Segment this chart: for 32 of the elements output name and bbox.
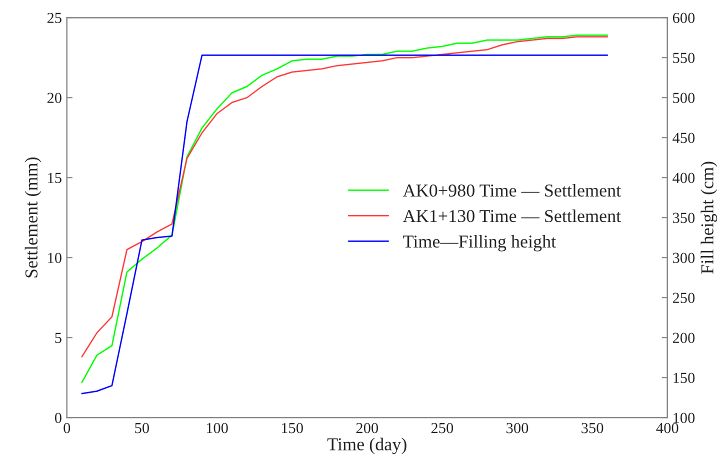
legend-label: AK1+130 Time — Settlement [402, 209, 622, 222]
y-tick-label: 20 [47, 92, 62, 104]
legend-label: Time—Filling height [403, 234, 556, 252]
x-tick-label: 100 [206, 422, 228, 434]
y2-tick-label: 500 [673, 92, 695, 104]
x-tick-label: 50 [135, 422, 150, 434]
legend-label: AK0+980 Time — Settlement [402, 184, 622, 197]
x-tick-label: 250 [431, 422, 454, 434]
x-tick-label: 150 [282, 422, 303, 434]
y2-tick-label: 300 [672, 252, 695, 264]
x-tick-label: 400 [656, 422, 678, 434]
y2-tick-label: 450 [672, 132, 695, 144]
y2-axis-title: Fill height (cm) [700, 162, 718, 274]
y-axis-title: Settlement (mm) [24, 157, 42, 278]
x-tick-label: 300 [506, 422, 528, 434]
y-tick-label: 25 [47, 12, 62, 24]
y2-tick-label: 600 [672, 12, 695, 24]
y2-tick-label: 400 [672, 172, 695, 184]
y2-tick-label: 200 [672, 332, 695, 344]
x-axis-title: Time (day) [327, 438, 406, 454]
x-tick-label: 350 [582, 422, 604, 434]
y2-tick-label: 100 [674, 412, 695, 424]
x-tick-label: 0 [64, 422, 70, 434]
y-tick-label: 0 [54, 412, 62, 424]
y-tick-label: 5 [55, 332, 62, 344]
y2-tick-label: 550 [673, 52, 695, 64]
y2-tick-label: 250 [672, 292, 695, 304]
y2-tick-label: 150 [674, 372, 695, 384]
y-tick-label: 15 [48, 172, 62, 184]
x-tick-label: 200 [356, 422, 378, 434]
y2-tick-label: 350 [672, 212, 695, 224]
y-tick-label: 10 [48, 252, 62, 264]
